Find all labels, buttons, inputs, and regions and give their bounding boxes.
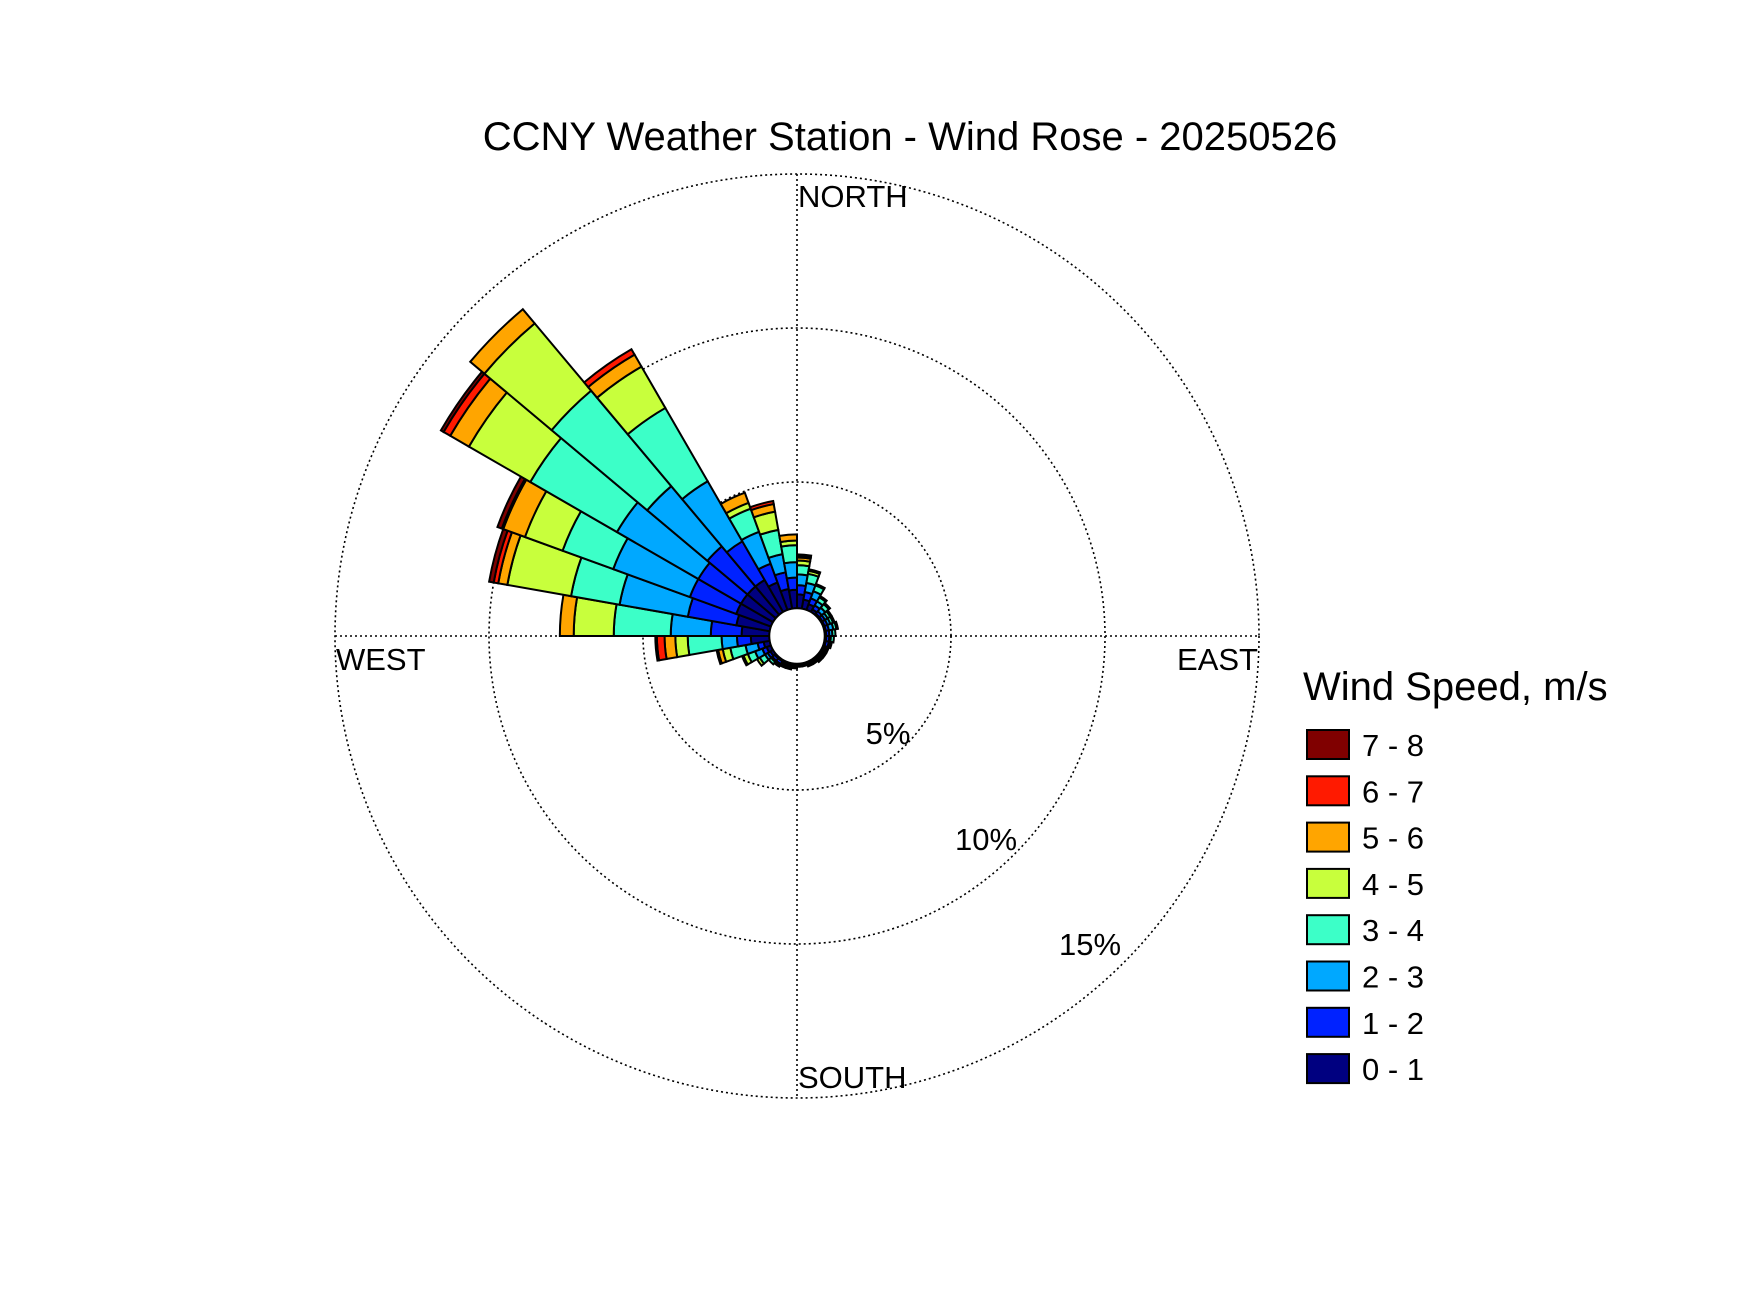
- legend-swatch-6: [1306, 1006, 1350, 1038]
- legend-title: Wind Speed, m/s: [1303, 665, 1608, 709]
- wedge-355deg-bin-1: [785, 576, 798, 592]
- wedge-335deg-bin-5: [719, 491, 750, 515]
- direction-label-east: EAST: [1177, 642, 1258, 677]
- legend-swatch-5: [1306, 960, 1350, 992]
- direction-label-south: SOUTH: [798, 1060, 907, 1095]
- wedge-105deg-bin-3: [827, 640, 834, 650]
- legend-items: 7 - 8 6 - 7 5 - 6 4 - 5 3 - 4 2 - 3 1 - 2 0 - 1: [1306, 728, 1424, 1087]
- legend-swatch-0: [1306, 729, 1350, 760]
- legend-swatch-7: [1306, 1053, 1350, 1085]
- legend-swatch-1: [1306, 775, 1350, 807]
- wedge-135deg-bin-3: [816, 655, 825, 664]
- wedge-15deg-bin-5: [807, 568, 822, 576]
- legend-label-7: 0 - 1: [1362, 1052, 1424, 1087]
- ring-label-15: 15%: [1059, 927, 1121, 962]
- wedge-35deg-bin-4: [817, 594, 829, 604]
- wedge-325deg-bin-6: [582, 347, 636, 389]
- legend-label-0: 7 - 8: [1362, 728, 1424, 763]
- legend-label-6: 1 - 2: [1362, 1006, 1424, 1041]
- wedge-315deg-bin-5: [468, 307, 537, 376]
- ring-label-10: 10%: [955, 822, 1017, 857]
- wedge-25deg-bin-4: [814, 582, 827, 591]
- wedge-355deg-bin-2: [783, 561, 798, 580]
- wedge-5deg-bin-7: [796, 553, 813, 559]
- wedge-75deg-bin-4: [833, 620, 840, 631]
- legend-swatch-4: [1306, 914, 1350, 946]
- legend-label-2: 5 - 6: [1362, 821, 1424, 856]
- direction-label-west: WEST: [336, 642, 426, 677]
- wedge-85deg-bin-3: [830, 628, 837, 637]
- wedge-265deg-bin-2: [720, 635, 740, 651]
- wedge-45deg-bin-4: [822, 601, 832, 611]
- wedge-95deg-bin-3: [829, 635, 835, 644]
- calm-circle: [768, 607, 826, 665]
- legend-swatch-3: [1306, 867, 1350, 899]
- legend-label-1: 6 - 7: [1362, 774, 1424, 809]
- legend-swatch-2: [1306, 821, 1350, 853]
- legend-label-4: 3 - 4: [1362, 913, 1424, 948]
- legend: Wind Speed, m/s 7 - 8 6 - 7 5 - 6 4 - 5 3 - …: [1303, 665, 1608, 1087]
- direction-label-north: NORTH: [798, 179, 908, 214]
- wedge-155deg-bin-2: [806, 661, 815, 668]
- wedge-345deg-bin-6: [748, 499, 775, 512]
- ring-label-5: 5%: [866, 716, 911, 751]
- wedge-355deg-bin-3: [780, 544, 798, 565]
- wind-wedges: [439, 307, 840, 671]
- wedge-265deg-bin-1: [735, 635, 753, 648]
- wedge-275deg-bin-5: [558, 593, 579, 637]
- legend-label-3: 4 - 5: [1362, 867, 1424, 902]
- legend-label-5: 2 - 3: [1362, 960, 1424, 995]
- wedge-355deg-bin-5: [778, 533, 798, 544]
- chart-title: CCNY Weather Station - Wind Rose - 20250…: [483, 115, 1338, 159]
